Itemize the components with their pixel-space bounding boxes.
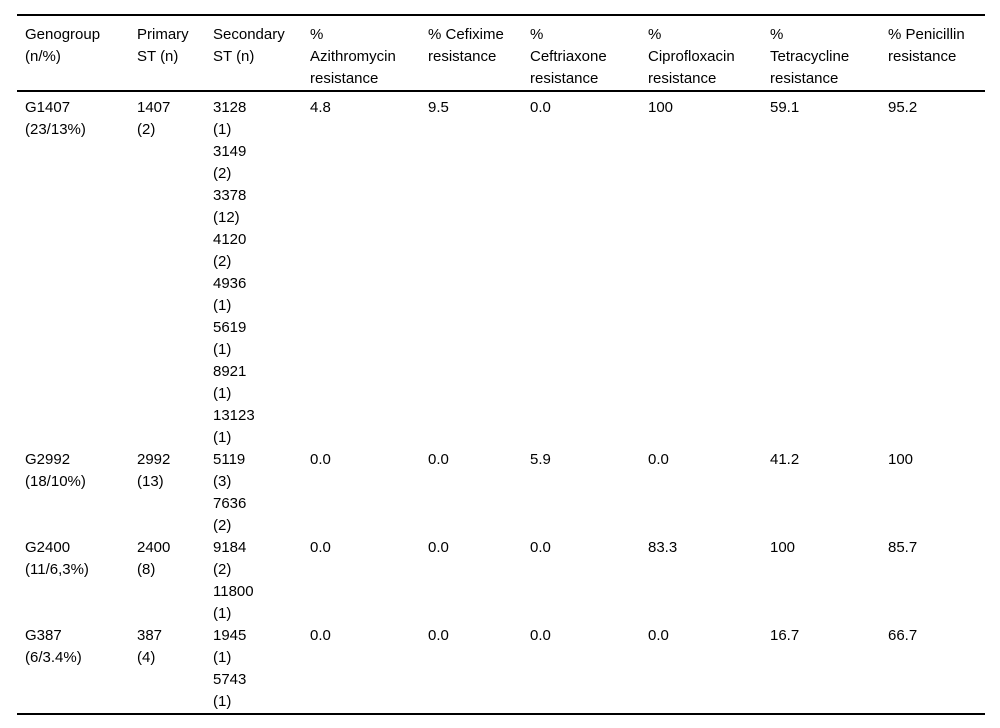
table-cell: 0.0 bbox=[428, 539, 449, 556]
table-cell: 0.0 bbox=[310, 627, 331, 644]
table-cell: 1945 (1) 5743 (1) bbox=[213, 627, 247, 710]
table-cell: 2992 (13) bbox=[137, 451, 171, 490]
table-cell: G2992 (18/10%) bbox=[25, 451, 86, 490]
table-cell: 59.1 bbox=[770, 99, 800, 116]
table-cell: 16.7 bbox=[770, 627, 800, 644]
column-header: % Azithromycin resistance bbox=[310, 26, 396, 87]
table-cell: 95.2 bbox=[888, 99, 918, 116]
table-cell: G2400 (11/6,3%) bbox=[25, 539, 89, 578]
column-header: % Penicillin resistance bbox=[888, 26, 965, 65]
table-row: G2992 (18/10%) 2992 (13) 5119 (3) 7636 (2)… bbox=[17, 449, 985, 537]
table-cell: 0.0 bbox=[530, 539, 551, 556]
table-body: G1407 (23/13%) 1407 (2) 3128 (1) 3149 (2) … bbox=[17, 91, 985, 714]
table-cell: 0.0 bbox=[530, 99, 551, 116]
table-cell: 0.0 bbox=[310, 539, 331, 556]
table-cell: 0.0 bbox=[310, 451, 331, 468]
table-cell: 85.7 bbox=[888, 539, 918, 556]
table-cell: 1407 (2) bbox=[137, 99, 171, 138]
table-cell: 0.0 bbox=[428, 627, 449, 644]
column-header: % Ciprofloxacin resistance bbox=[648, 26, 735, 87]
table-cell: 5.9 bbox=[530, 451, 551, 468]
table-cell: 4.8 bbox=[310, 99, 331, 116]
table-cell: 5119 (3) 7636 (2) bbox=[213, 451, 247, 534]
table-cell: 0.0 bbox=[428, 451, 449, 468]
table-row: G387 (6/3.4%) 387 (4) 1945 (1) 5743 (1) 0.0… bbox=[17, 625, 985, 714]
table-cell: 100 bbox=[770, 539, 796, 556]
table-header: Genogroup (n/%) Primary ST (n) Secondary S… bbox=[17, 15, 985, 91]
table-row: G1407 (23/13%) 1407 (2) 3128 (1) 3149 (2) … bbox=[17, 91, 985, 449]
table-cell: 9184 (2) 11800 (1) bbox=[213, 539, 254, 622]
table-cell: 387 (4) bbox=[137, 627, 163, 666]
column-header: Genogroup (n/%) bbox=[25, 26, 101, 65]
table-cell: 100 bbox=[888, 451, 914, 468]
column-header: Primary ST (n) bbox=[137, 26, 189, 65]
table-cell: 0.0 bbox=[648, 627, 669, 644]
table-header-row: Genogroup (n/%) Primary ST (n) Secondary S… bbox=[17, 15, 985, 91]
table-cell: 100 bbox=[648, 99, 674, 116]
column-header: % Tetracycline resistance bbox=[770, 26, 850, 87]
column-header: % Cefixime resistance bbox=[428, 26, 504, 65]
table-cell: 83.3 bbox=[648, 539, 678, 556]
table-cell: 0.0 bbox=[648, 451, 669, 468]
table-row: G2400 (11/6,3%) 2400 (8) 9184 (2) 11800 (1… bbox=[17, 537, 985, 625]
table-cell: 66.7 bbox=[888, 627, 918, 644]
column-header: Secondary ST (n) bbox=[213, 26, 285, 65]
table-cell: 2400 (8) bbox=[137, 539, 171, 578]
column-header: % Ceftriaxone resistance bbox=[530, 26, 607, 87]
table-cell: 0.0 bbox=[530, 627, 551, 644]
genogroup-resistance-table: Genogroup (n/%) Primary ST (n) Secondary S… bbox=[17, 14, 985, 715]
table-cell: 9.5 bbox=[428, 99, 449, 116]
table-cell: 3128 (1) 3149 (2) 3378 (12) 4120 (2) 493… bbox=[213, 99, 255, 446]
table-cell: G1407 (23/13%) bbox=[25, 99, 86, 138]
table-cell: G387 (6/3.4%) bbox=[25, 627, 82, 666]
table-cell: 41.2 bbox=[770, 451, 800, 468]
